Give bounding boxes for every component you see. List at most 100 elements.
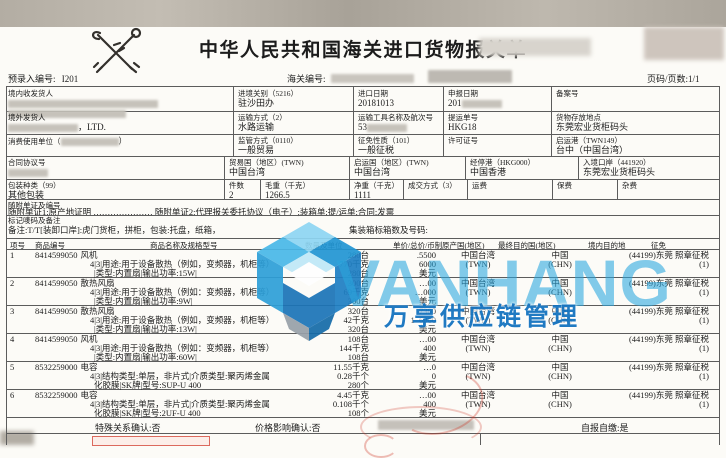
- form-field: 贸易国（地区）(TWN) 中国台湾: [229, 158, 346, 177]
- pre-entry-label: 预录入编号:: [8, 74, 56, 84]
- wanhang-cube-logo-icon: [257, 222, 361, 341]
- table-border-line: [6, 417, 720, 418]
- form-field: 保费: [557, 181, 614, 190]
- goods-name: 散热风扇: [80, 306, 115, 316]
- goods-qty: 11.55千克: [333, 362, 369, 372]
- field-label: 运输方式（2）: [238, 113, 287, 122]
- field-label: 杂费: [622, 181, 637, 190]
- goods-levy-mode: (1): [699, 371, 709, 381]
- goods-spec-line: 4|3|用途:用于设备散热（例如，变频器，机柜等）: [90, 315, 275, 325]
- customs-number-label: 海关编号:: [287, 74, 326, 84]
- table-border-line: [719, 86, 720, 433]
- goods-item-no: 1: [10, 250, 15, 260]
- goods-column-header: 原产国(地区): [442, 241, 485, 250]
- table-border-line: [443, 87, 444, 111]
- redaction-block: [8, 168, 48, 177]
- goods-hs-code: 8532259000: [35, 362, 78, 372]
- footer-special-relation: 特殊关系确认:否: [95, 421, 161, 434]
- goods-spec-line: 化胶膜|SK牌|型号:2UF-U 400: [94, 408, 201, 418]
- table-border-line: [552, 179, 553, 199]
- redaction-block: [60, 138, 119, 147]
- field-line: 消费使用单位（ ）: [8, 136, 230, 147]
- table-border-line: [403, 179, 404, 199]
- goods-column-header: 商品编号: [35, 241, 65, 250]
- goods-price: 美元: [418, 268, 436, 278]
- field-label: 监管方式（0110）: [238, 136, 298, 145]
- field-value: 中国台湾: [229, 167, 266, 177]
- footer-text: 特殊关系确认:否: [95, 423, 161, 433]
- goods-price: 1 6000: [410, 315, 437, 325]
- goods-spec-line: 4|3|用途:用于设备散热（例如：变频器，机柜等）: [90, 287, 275, 297]
- field-value-line: 中国台湾: [354, 167, 462, 177]
- goods-item-name-cell: 8414599050 散热风扇: [35, 279, 115, 288]
- goods-item-no: 4: [10, 334, 15, 344]
- field-label: 保费: [557, 181, 572, 190]
- goods-dest-code: (CHN): [548, 259, 572, 269]
- field-value-line: 其他包装: [8, 190, 221, 200]
- goods-dest-country: 中国: [551, 362, 569, 372]
- marks-note-text: 备注:T/T[装卸口岸]:虎门货柜，拼柜，包装:托盘，纸箱，: [8, 225, 221, 235]
- goods-name: 电容: [80, 390, 98, 400]
- form-field: 进境关别（5216） 驻沙田办: [238, 89, 350, 108]
- table-border-line: [260, 179, 261, 199]
- goods-dest-code: (CHN): [548, 287, 572, 297]
- goods-inland-destination-levy: (44199)东莞 照章征税: [628, 362, 709, 372]
- pre-entry-number: 预录入编号: I201: [8, 72, 78, 85]
- goods-qty: 280个: [347, 380, 369, 390]
- footer-text: 自报自缴:是: [581, 423, 629, 433]
- field-value-line: 东莞宏业货柜码头: [556, 122, 706, 132]
- goods-qty: 0.28千个: [337, 371, 369, 381]
- field-value-line: 53: [358, 122, 440, 132]
- attached-docs-content: 随附单证1:原产地证明 ………………… 随附单证2:代理报关委托协议（电子）;装…: [8, 207, 395, 217]
- table-border-line: [617, 179, 618, 199]
- redaction-block: [367, 123, 407, 132]
- attached-docs-label: 随附单证及编号: [8, 201, 61, 210]
- goods-item-name-cell: 8532259000 电容: [35, 363, 98, 372]
- field-value-line: 水路运输: [238, 122, 350, 132]
- goods-qty: 300台: [347, 296, 369, 306]
- table-border-line: [443, 134, 444, 156]
- goods-item-name-cell: 8414599050 散热风扇: [35, 307, 115, 316]
- redaction-block: [644, 27, 724, 60]
- goods-name: 散热风扇: [80, 278, 115, 288]
- goods-hs-code: 8414599050: [35, 306, 78, 316]
- container-numbers-label: 集装箱标箱数及号码:: [349, 225, 428, 235]
- form-field: 运费: [472, 181, 549, 190]
- redaction-block: [8, 109, 126, 118]
- table-border-line: [6, 238, 720, 239]
- form-field: 经停港（HKG000） 中国香港: [470, 158, 575, 177]
- field-value: ）: [118, 136, 128, 146]
- field-label: 运费: [472, 181, 487, 190]
- field-label: 提运单号: [448, 113, 478, 122]
- field-value-line: [8, 98, 230, 108]
- field-value: 20181013: [358, 98, 394, 108]
- field-value-line: 1266.5: [265, 190, 346, 200]
- field-value: 台中（中国台湾）: [556, 145, 629, 155]
- form-field: 许可证号: [448, 136, 548, 145]
- form-field: 备案号: [556, 89, 706, 98]
- table-border-line: [353, 87, 354, 111]
- goods-levy-mode: (1): [699, 343, 709, 353]
- table-border-line: [6, 86, 7, 433]
- goods-dest-code: (CHN): [548, 371, 572, 381]
- goods-column-header: 单价/总价/币制: [393, 241, 443, 250]
- form-field: 净重（千克） 1111: [354, 181, 400, 200]
- field-value-line: 中国香港: [470, 167, 575, 177]
- form-field: 包装种类（99） 其他包装: [8, 181, 221, 200]
- goods-origin-code: (TWN): [465, 287, 491, 297]
- table-border-line: [578, 156, 579, 179]
- goods-price: 美元: [418, 324, 436, 334]
- goods-origin-code: (TWN): [465, 399, 491, 409]
- goods-price: …00: [419, 278, 436, 288]
- field-value: 2: [229, 190, 234, 200]
- goods-spec-line: |类型:内置扇|输出功率:60W|: [94, 352, 197, 362]
- goods-name: 电容: [80, 362, 98, 372]
- goods-price: 0: [431, 371, 436, 381]
- goods-origin-country: 中国台湾: [460, 334, 495, 344]
- field-label: 成交方式（3）: [408, 181, 457, 190]
- goods-spec-line: 化胶膜|SK牌|型号:SUP-U 400: [94, 380, 202, 390]
- field-value: 驻沙田办: [238, 98, 275, 108]
- field-label: 净重（千克）: [354, 181, 399, 190]
- field-value-line: 20181013: [358, 98, 440, 108]
